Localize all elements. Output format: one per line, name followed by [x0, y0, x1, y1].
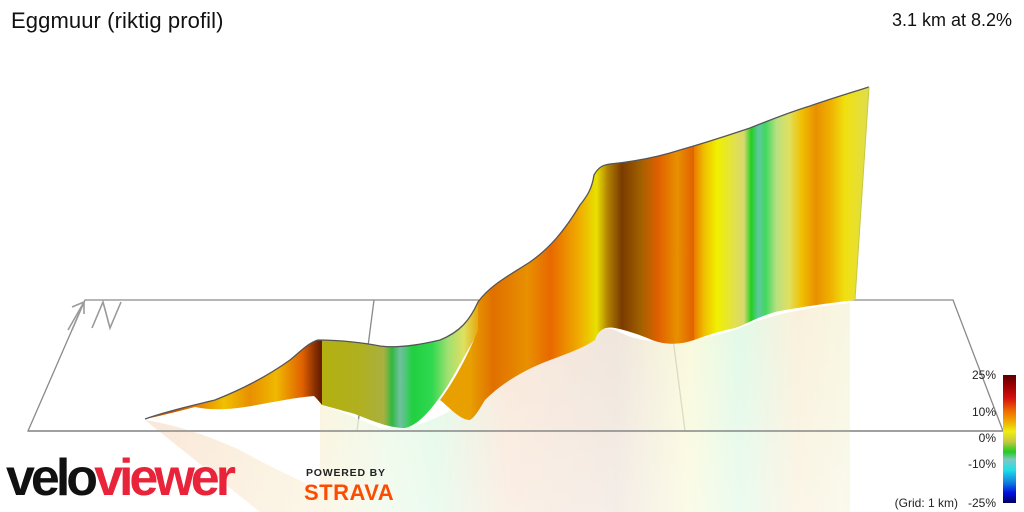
legend-label-25: 25% [971, 368, 996, 382]
grid-scale-note: (Grid: 1 km) [894, 496, 958, 510]
powered-by-label: POWERED BY [306, 467, 386, 479]
legend-label-10: 10% [971, 405, 996, 419]
legend-label-minus-10: -10% [967, 457, 996, 471]
logo-viewer: viewer [94, 449, 236, 507]
page-title: Eggmuur (riktig profil) [11, 8, 224, 33]
profile-wall-section-3 [440, 146, 694, 420]
veloviewer-logo[interactable]: veloviewer [6, 449, 236, 507]
legend-label-minus-25: -25% [967, 496, 996, 510]
profile-outline [144, 86, 870, 420]
profile-wall-section-1 [145, 340, 322, 419]
logo-velo: velo [6, 449, 98, 507]
north-arrow-icon [67, 299, 122, 331]
profile-reflection [145, 303, 850, 512]
strava-logo[interactable]: STRAVA [304, 480, 395, 505]
profile-wall-section-2 [318, 302, 480, 428]
legend-label-0: 0% [978, 431, 996, 445]
profile-wall-section-4 [694, 87, 869, 340]
climb-stats: 3.1 km at 8.2% [891, 10, 1012, 30]
gradient-color-scale [1003, 375, 1016, 503]
